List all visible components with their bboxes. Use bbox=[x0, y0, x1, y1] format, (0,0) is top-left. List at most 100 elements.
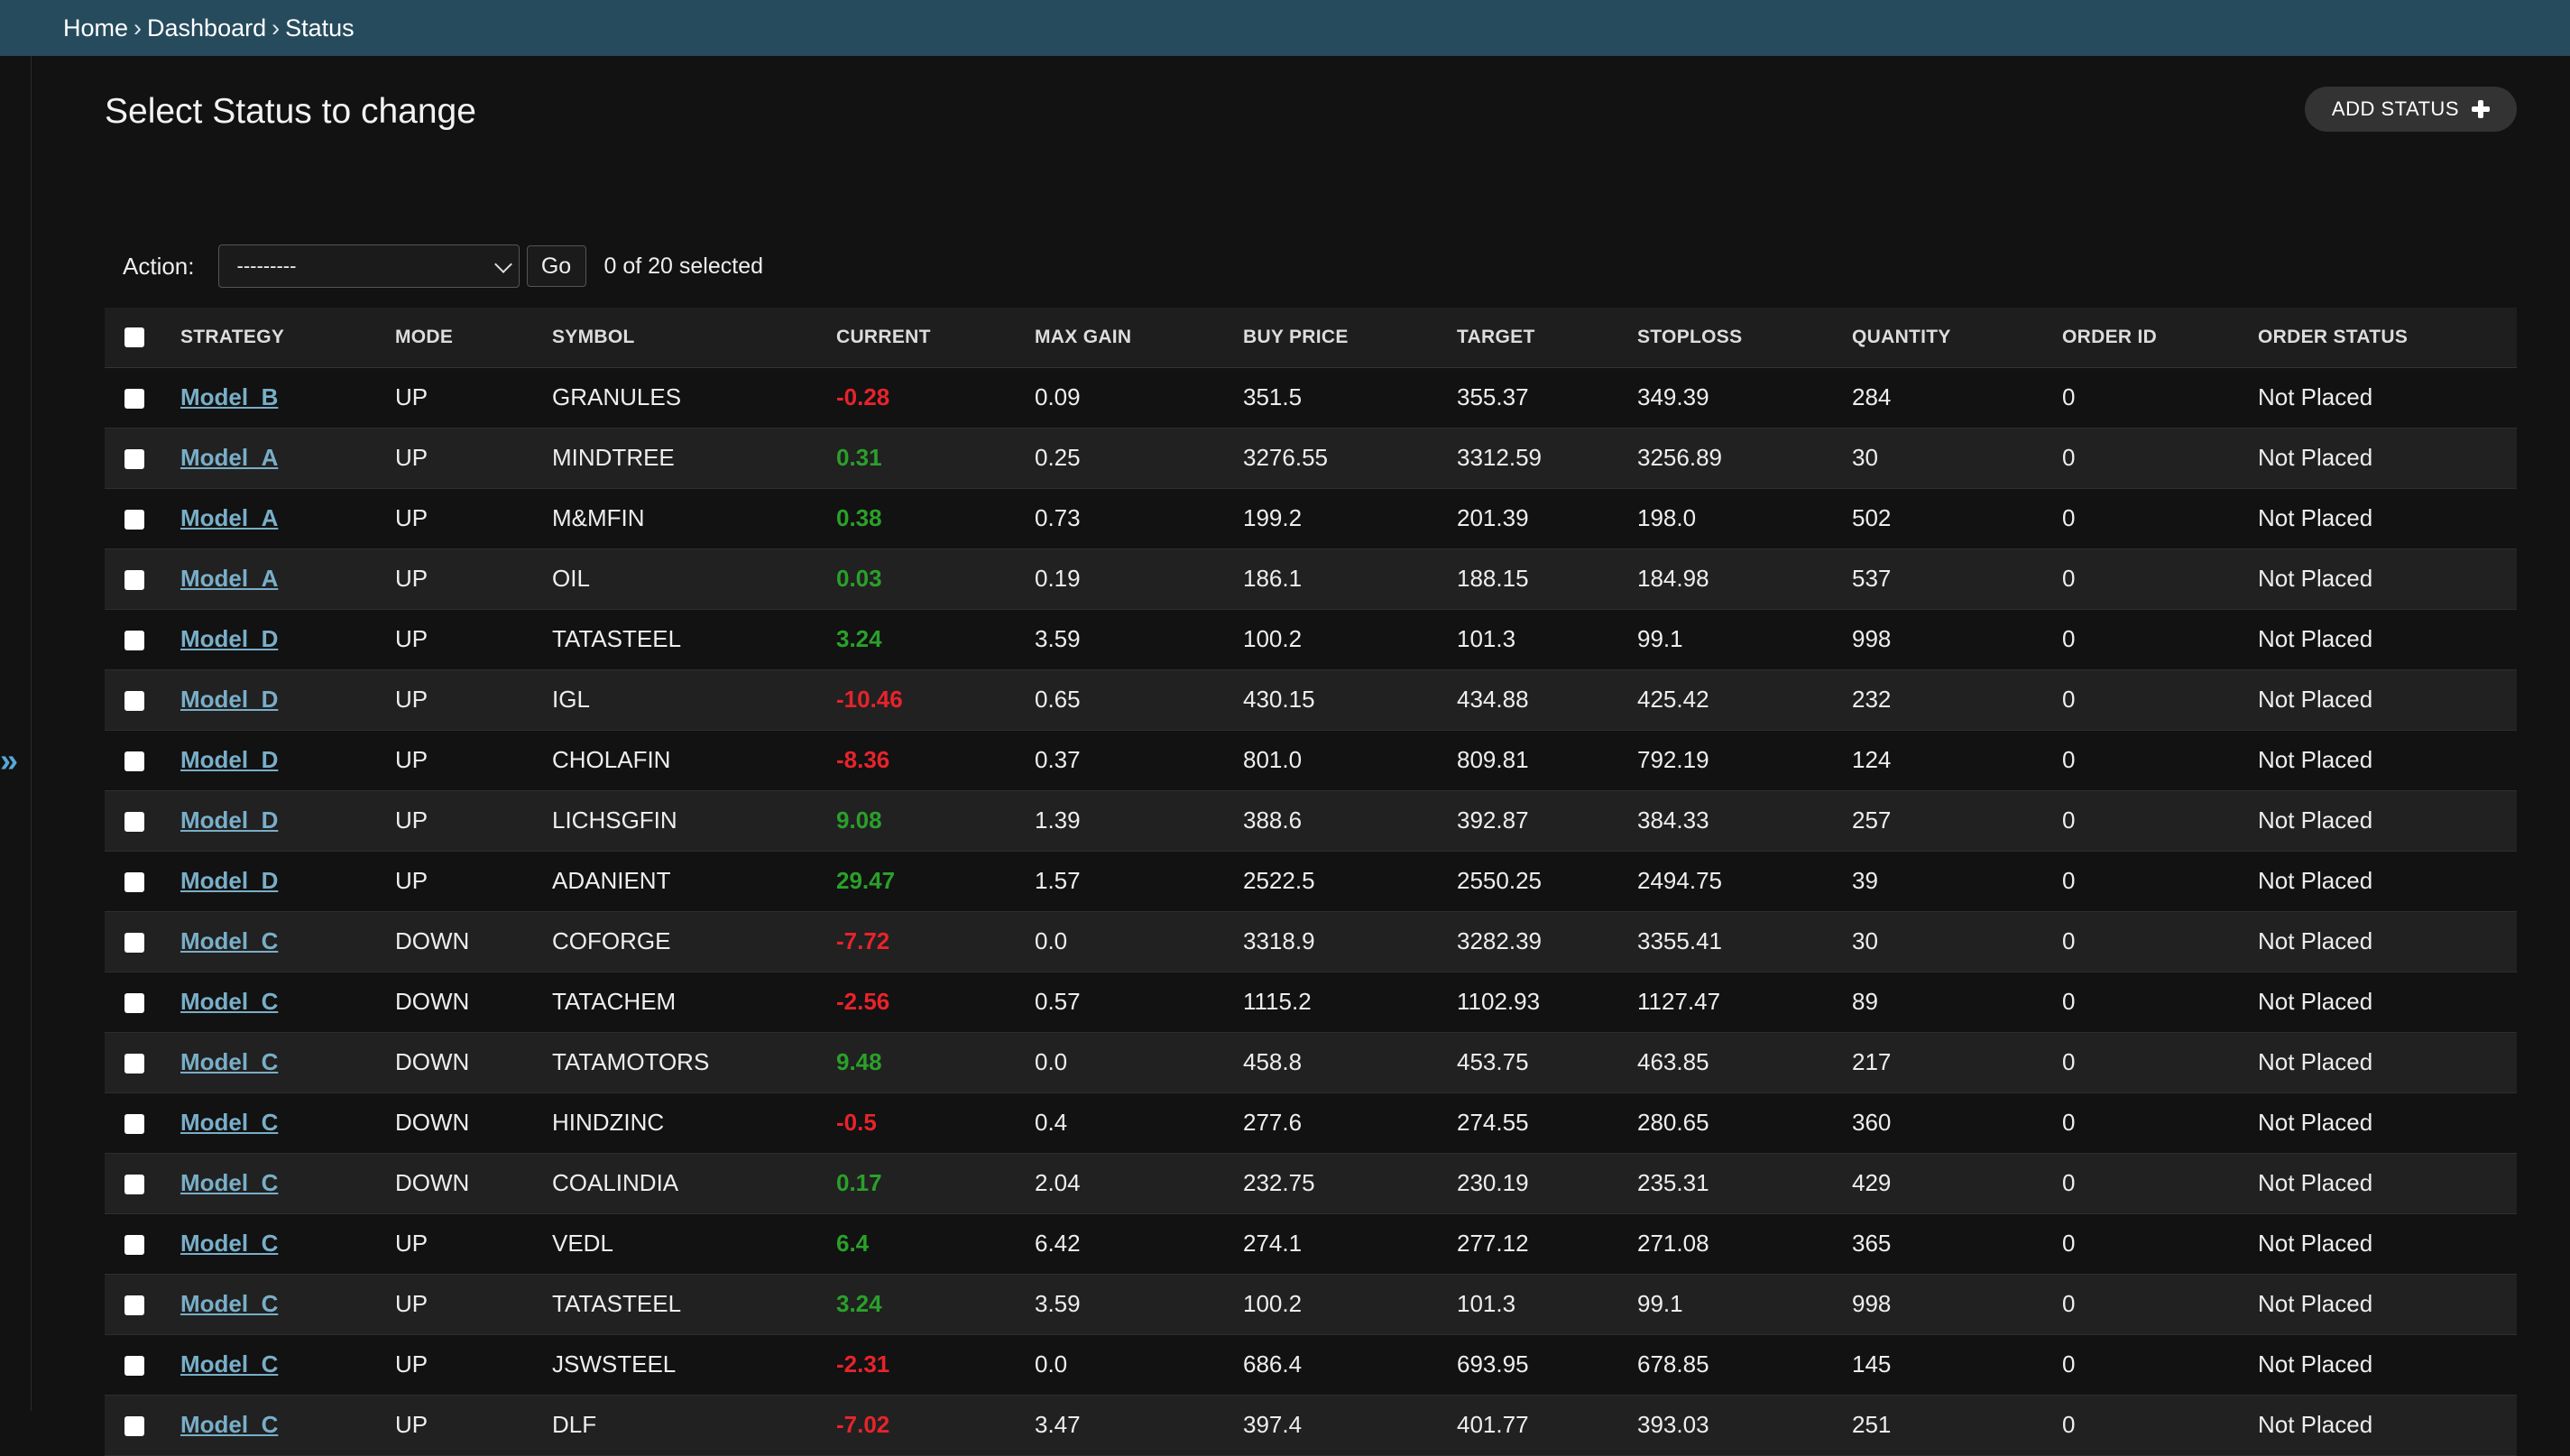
row-order-id: 0 bbox=[2062, 806, 2076, 834]
row-mode-cell: UP bbox=[395, 428, 552, 488]
go-button[interactable]: Go bbox=[526, 245, 586, 287]
row-quantity-cell: 502 bbox=[1852, 488, 2062, 548]
row-strategy-link[interactable]: Model_C bbox=[180, 1411, 279, 1438]
row-checkbox[interactable] bbox=[124, 1114, 144, 1135]
row-strategy-link[interactable]: Model_C bbox=[180, 1169, 279, 1196]
row-mode-cell: UP bbox=[395, 1395, 552, 1455]
double-chevron-right-icon[interactable]: » bbox=[0, 742, 19, 779]
row-stoploss: 393.03 bbox=[1637, 1411, 1709, 1438]
column-header-symbol[interactable]: SYMBOL bbox=[552, 308, 836, 368]
column-header-stoploss[interactable]: STOPLOSS bbox=[1637, 308, 1852, 368]
row-checkbox-cell bbox=[105, 1395, 180, 1455]
column-header-buy-price[interactable]: BUY PRICE bbox=[1243, 308, 1457, 368]
row-checkbox[interactable] bbox=[124, 510, 144, 530]
row-order-status-cell: Not Placed bbox=[2258, 790, 2517, 851]
table-row: Model_C DOWN HINDZINC -0.5 0.4 277.6 274.55 280… bbox=[105, 1092, 2517, 1153]
row-target: 101.3 bbox=[1457, 1290, 1516, 1317]
row-strategy-link[interactable]: Model_C bbox=[180, 1350, 279, 1378]
row-symbol: COALINDIA bbox=[552, 1169, 679, 1196]
row-strategy-link[interactable]: Model_D bbox=[180, 806, 279, 834]
row-stoploss: 349.39 bbox=[1637, 383, 1709, 410]
row-target: 355.37 bbox=[1457, 383, 1529, 410]
row-current: -10.46 bbox=[836, 686, 903, 713]
row-strategy-link[interactable]: Model_D bbox=[180, 867, 279, 894]
column-header-max-gain[interactable]: MAX GAIN bbox=[1035, 308, 1243, 368]
add-status-button[interactable]: ADD STATUS bbox=[2304, 87, 2517, 132]
table-header-row: STRATEGY MODE SYMBOL CURRENT MAX GAIN BU… bbox=[105, 308, 2517, 368]
row-max-gain: 0.0 bbox=[1035, 1048, 1068, 1075]
row-checkbox[interactable] bbox=[124, 389, 144, 410]
row-quantity-cell: 232 bbox=[1852, 669, 2062, 730]
row-max-gain: 0.65 bbox=[1035, 686, 1081, 713]
row-symbol: TATAMOTORS bbox=[552, 1048, 710, 1075]
chevron-down-icon bbox=[493, 255, 512, 273]
column-header-strategy[interactable]: STRATEGY bbox=[180, 308, 395, 368]
row-order-id-cell: 0 bbox=[2062, 367, 2258, 428]
row-checkbox[interactable] bbox=[124, 691, 144, 712]
row-strategy-link[interactable]: Model_A bbox=[180, 444, 279, 471]
row-stoploss: 463.85 bbox=[1637, 1048, 1709, 1075]
action-select[interactable]: --------- bbox=[217, 244, 520, 288]
table-row: Model_D UP ADANIENT 29.47 1.57 2522.5 2550.25 2… bbox=[105, 851, 2517, 911]
row-strategy-link[interactable]: Model_D bbox=[180, 686, 279, 713]
row-strategy-link[interactable]: Model_C bbox=[180, 1048, 279, 1075]
breadcrumb-dashboard-link[interactable]: Dashboard bbox=[147, 14, 267, 41]
row-strategy-link[interactable]: Model_B bbox=[180, 383, 279, 410]
row-order-id: 0 bbox=[2062, 927, 2076, 954]
column-header-order-status[interactable]: ORDER STATUS bbox=[2258, 308, 2517, 368]
row-checkbox[interactable] bbox=[124, 570, 144, 591]
row-mode-cell: UP bbox=[395, 488, 552, 548]
row-buy-price: 277.6 bbox=[1243, 1109, 1303, 1136]
row-checkbox[interactable] bbox=[124, 1356, 144, 1377]
row-stoploss: 425.42 bbox=[1637, 686, 1709, 713]
row-strategy-link[interactable]: Model_C bbox=[180, 1230, 279, 1257]
row-checkbox[interactable] bbox=[124, 1416, 144, 1437]
row-checkbox[interactable] bbox=[124, 631, 144, 651]
row-target-cell: 453.75 bbox=[1457, 1032, 1637, 1092]
row-max-gain: 0.25 bbox=[1035, 444, 1081, 471]
row-checkbox[interactable] bbox=[124, 449, 144, 470]
row-strategy-link[interactable]: Model_A bbox=[180, 565, 279, 592]
row-strategy-link[interactable]: Model_D bbox=[180, 746, 279, 773]
row-target: 3312.59 bbox=[1457, 444, 1542, 471]
breadcrumb-home-link[interactable]: Home bbox=[63, 14, 129, 41]
row-strategy-link[interactable]: Model_D bbox=[180, 625, 279, 652]
row-current: 3.24 bbox=[836, 1290, 882, 1317]
row-strategy-link[interactable]: Model_A bbox=[180, 504, 279, 531]
row-mode-cell: UP bbox=[395, 1274, 552, 1334]
column-header-current[interactable]: CURRENT bbox=[836, 308, 1035, 368]
row-strategy-link[interactable]: Model_C bbox=[180, 927, 279, 954]
row-mode-cell: UP bbox=[395, 730, 552, 790]
row-checkbox[interactable] bbox=[124, 1175, 144, 1195]
row-current: 9.48 bbox=[836, 1048, 882, 1075]
row-buy-price: 274.1 bbox=[1243, 1230, 1303, 1257]
column-header-quantity[interactable]: QUANTITY bbox=[1852, 308, 2062, 368]
action-select-value: --------- bbox=[236, 254, 297, 277]
row-order-status: Not Placed bbox=[2258, 1169, 2373, 1196]
row-quantity-cell: 39 bbox=[1852, 851, 2062, 911]
row-max-gain-cell: 0.4 bbox=[1035, 1092, 1243, 1153]
row-checkbox[interactable] bbox=[124, 872, 144, 893]
row-checkbox[interactable] bbox=[124, 1295, 144, 1316]
results-table: STRATEGY MODE SYMBOL CURRENT MAX GAIN BU… bbox=[105, 308, 2517, 1456]
select-all-checkbox[interactable] bbox=[124, 327, 144, 348]
row-order-status: Not Placed bbox=[2258, 625, 2373, 652]
column-header-order-id[interactable]: ORDER ID bbox=[2062, 308, 2258, 368]
column-header-target[interactable]: TARGET bbox=[1457, 308, 1637, 368]
row-quantity: 998 bbox=[1852, 625, 1892, 652]
row-checkbox[interactable] bbox=[124, 751, 144, 772]
row-strategy-link[interactable]: Model_C bbox=[180, 988, 279, 1015]
row-strategy-link[interactable]: Model_C bbox=[180, 1290, 279, 1317]
row-buy-price: 100.2 bbox=[1243, 625, 1303, 652]
row-checkbox[interactable] bbox=[124, 1235, 144, 1256]
row-max-gain: 0.57 bbox=[1035, 988, 1081, 1015]
row-checkbox[interactable] bbox=[124, 933, 144, 954]
row-symbol: DLF bbox=[552, 1411, 597, 1438]
row-checkbox[interactable] bbox=[124, 812, 144, 833]
sidebar-toggle[interactable]: » bbox=[0, 56, 32, 1411]
row-mode-cell: UP bbox=[395, 1334, 552, 1395]
row-checkbox[interactable] bbox=[124, 993, 144, 1014]
column-header-mode[interactable]: MODE bbox=[395, 308, 552, 368]
row-checkbox[interactable] bbox=[124, 1054, 144, 1074]
row-strategy-link[interactable]: Model_C bbox=[180, 1109, 279, 1136]
